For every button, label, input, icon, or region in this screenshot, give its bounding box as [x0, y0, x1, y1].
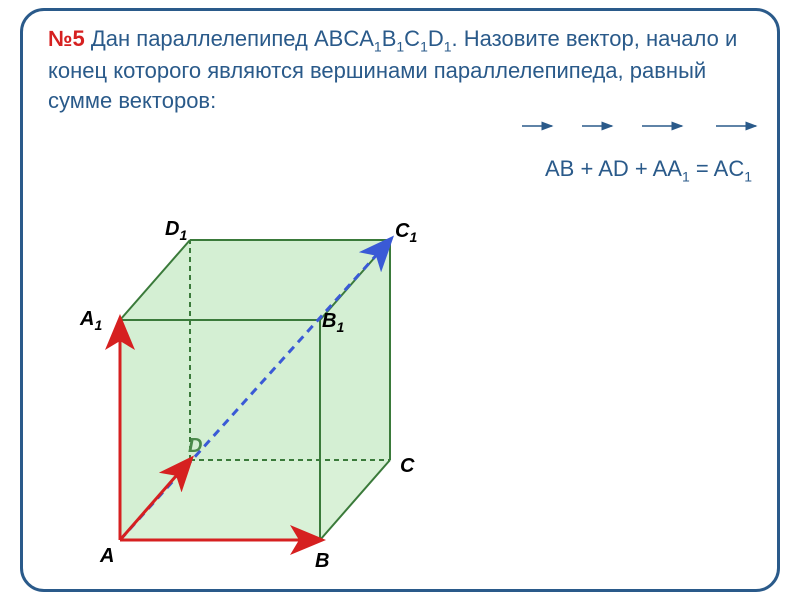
vector-arrows-over-equation: [522, 116, 800, 134]
vertex-label-B: B: [315, 550, 329, 573]
parallelepiped-diagram: A B C D A1 B1 C1 D1: [60, 160, 480, 580]
problem-number: №5: [48, 26, 85, 51]
vertex-label-B1: B1: [322, 310, 344, 335]
problem-paragraph: №5 Дан параллелепипед ABCA1B1C1D1. Назов…: [48, 24, 752, 116]
text-1: Дан параллелепипед ABCA: [91, 26, 374, 51]
problem-statement: №5 Дан параллелепипед ABCA1B1C1D1. Назов…: [48, 24, 752, 116]
vertex-label-D1: D1: [165, 218, 187, 243]
equation: AB + AD + AA1 = AC1: [522, 130, 752, 210]
equation-text: AB + AD + AA1 = AC1: [522, 156, 752, 209]
vertex-label-A: A: [100, 545, 114, 568]
vertex-label-C: C: [400, 455, 414, 478]
vertex-label-D: D: [188, 435, 202, 458]
vertex-label-A1: A1: [80, 308, 102, 333]
vertex-label-C1: C1: [395, 220, 417, 245]
